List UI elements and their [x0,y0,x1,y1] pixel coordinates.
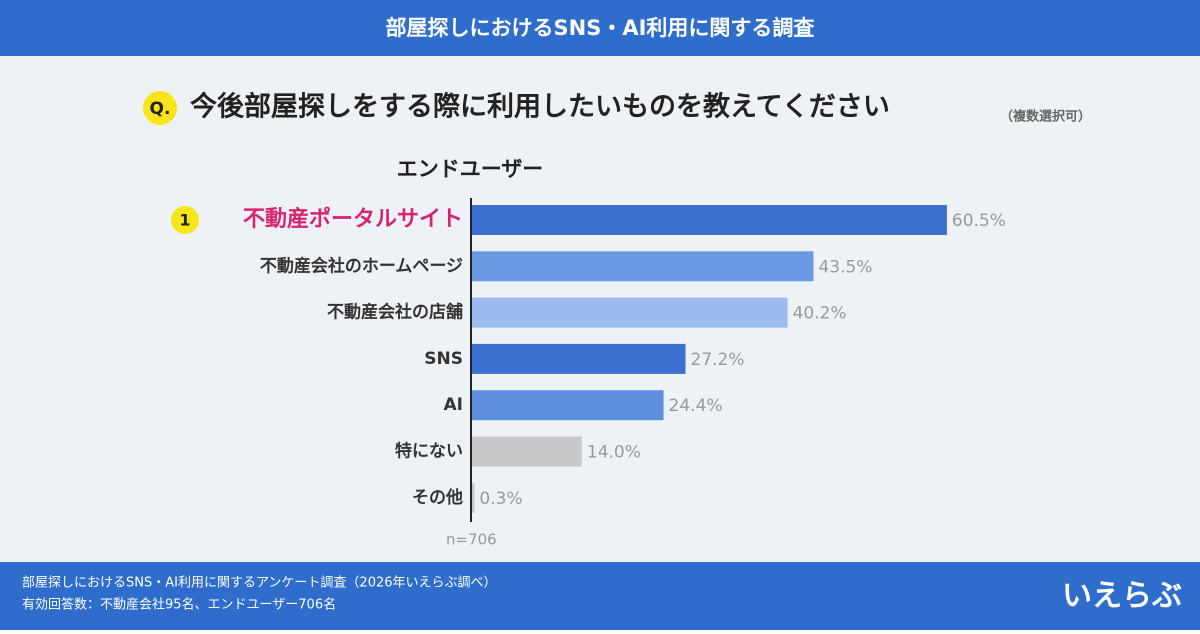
value-label: 40.2% [793,304,847,324]
value-label: 43.5% [818,257,872,277]
question-badge [143,91,177,125]
bar [472,251,814,282]
category-label: その他 [412,487,463,508]
bar [472,343,686,374]
category-label: 不動産会社のホームページ [260,255,463,276]
footer-line: 有効回答数：不動産会社95名、エンドユーザー706名 [22,597,336,613]
bar [472,482,475,513]
question-note: （複数選択可） [1000,109,1091,125]
logo: いえらぶ [1062,579,1182,614]
chart-title: 部屋探しにおけるSNS・AI利用に関する調査 [386,16,815,40]
category-label: 不動産ポータルサイト [243,206,463,232]
rank-badge [171,206,199,234]
value-label: 0.3% [479,489,522,509]
bar [472,205,947,235]
subtitle: エンドユーザー [397,157,544,181]
footer-line: 部屋探しにおけるSNS・AI利用に関するアンケート調査（2026年いえらぶ調べ） [22,576,497,591]
question-marker: Q. [150,99,171,119]
bar [472,436,582,467]
category-label: 特にない [395,441,463,462]
category-label: SNS [424,349,463,369]
question: 今後部屋探しをする際に利用したいものを教えてください [190,91,890,123]
value-label: 24.4% [669,396,723,416]
header-band [0,0,1200,56]
value-label: 27.2% [691,350,745,370]
bar [472,297,788,328]
sample-size: n=706 [446,531,497,549]
category-label: 不動産会社の店舗 [327,302,463,323]
value-label: 14.0% [587,443,641,463]
rank-number: 1 [179,211,190,230]
bar [472,390,664,421]
footer-band [0,562,1200,630]
category-label: AI [444,395,463,415]
value-label: 60.5% [952,211,1006,231]
